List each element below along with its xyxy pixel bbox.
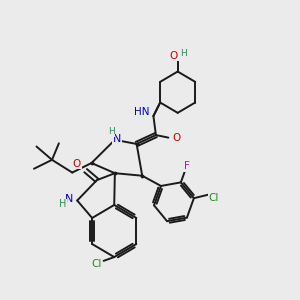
Text: O: O: [73, 159, 81, 169]
Text: HN: HN: [134, 106, 149, 117]
Text: Cl: Cl: [208, 193, 219, 203]
Text: H: H: [58, 199, 66, 209]
Text: Cl: Cl: [91, 260, 102, 269]
Text: H: H: [181, 49, 187, 58]
Text: H: H: [108, 128, 115, 136]
Text: O: O: [170, 51, 178, 61]
Text: F: F: [184, 161, 190, 171]
Text: O: O: [172, 133, 181, 143]
Text: N: N: [65, 194, 74, 204]
Text: N: N: [113, 134, 122, 144]
